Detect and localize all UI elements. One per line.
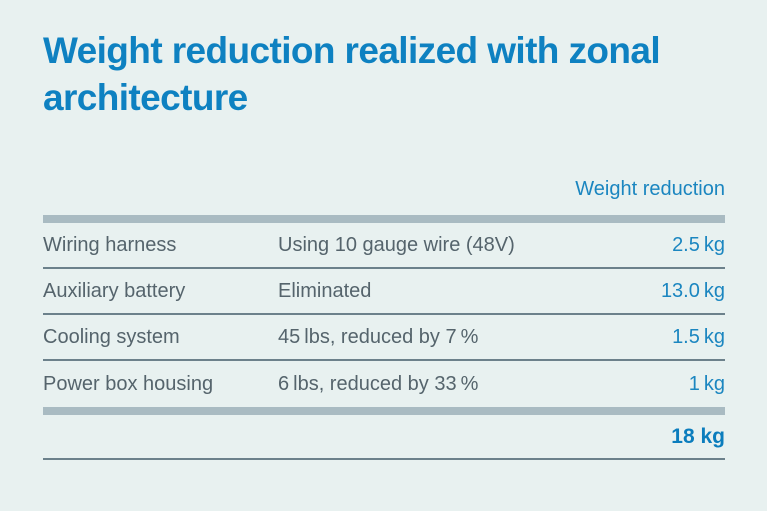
- row-weight-value: 2.5 kg: [672, 233, 725, 256]
- row-item-label: Wiring harness: [43, 233, 177, 256]
- table-row-power-box-housing: Power box housing 6 lbs, reduced by 33 %…: [43, 361, 725, 407]
- page-title: Weight reduction realized with zonal arc…: [43, 30, 661, 118]
- weight-reduction-column-header: Weight reduction: [575, 178, 725, 200]
- row-detail-text: 45 lbs, reduced by 7 %: [278, 325, 479, 348]
- table-row-auxiliary-battery: Auxiliary battery Eliminated 13.0 kg: [43, 269, 725, 315]
- table-top-bar: [43, 215, 725, 223]
- row-weight-value: 13.0 kg: [660, 279, 725, 302]
- table-row-cooling-system: Cooling system 45 lbs, reduced by 7 % 1.…: [43, 315, 725, 361]
- table-row-wiring-harness: Wiring harness Using 10 gauge wire (48V)…: [43, 223, 725, 269]
- row-item-label: Power box housing: [43, 372, 214, 395]
- row-item-label: Cooling system: [43, 325, 180, 348]
- weight-reduction-table: Wiring harness Using 10 gauge wire (48V)…: [43, 215, 725, 460]
- table-bottom-bar: [43, 407, 725, 415]
- slide-content: Weight reduction realized with zonal arc…: [43, 30, 725, 460]
- row-detail-text: Using 10 gauge wire (48V): [278, 233, 515, 256]
- row-item-label: Auxiliary battery: [43, 279, 186, 302]
- row-detail-text: Eliminated: [278, 279, 372, 302]
- total-row: 18 kg: [43, 415, 725, 460]
- total-weight-value: 18 kg: [671, 424, 725, 448]
- row-weight-value: 1.5 kg: [672, 325, 725, 348]
- row-detail-text: 6 lbs, reduced by 33 %: [278, 372, 479, 395]
- row-weight-value: 1 kg: [688, 372, 725, 395]
